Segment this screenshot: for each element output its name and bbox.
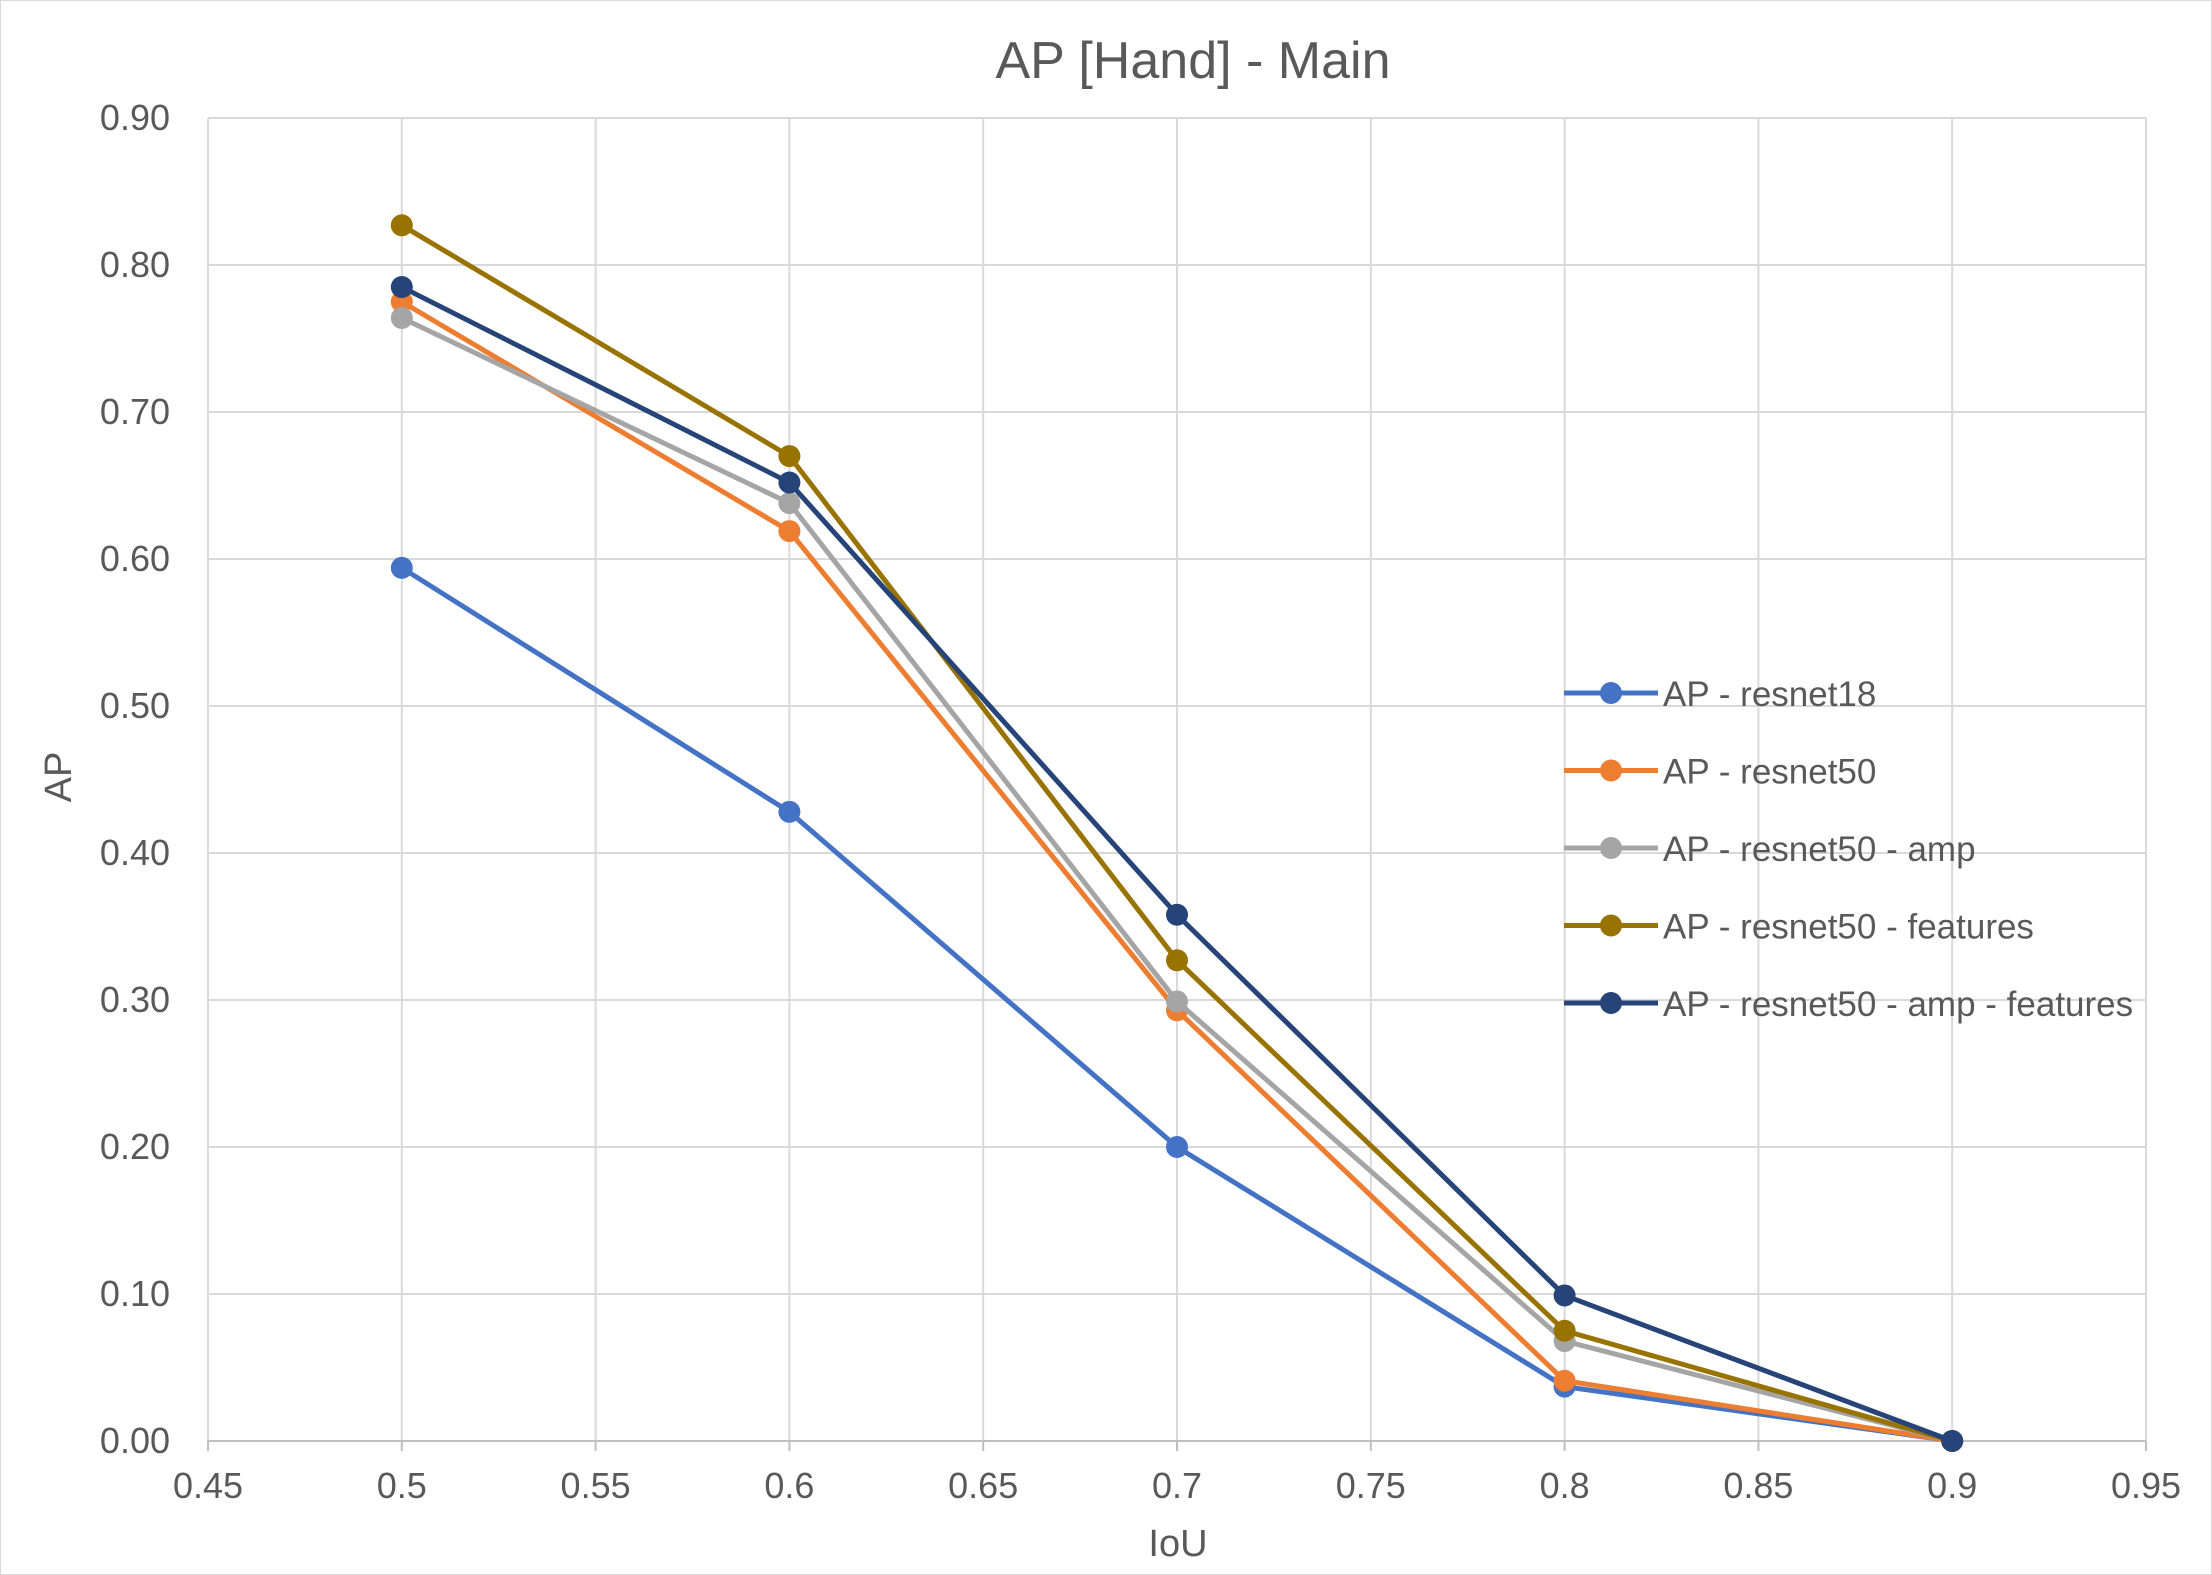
x-tick-label: 0.45: [173, 1465, 243, 1506]
chart-title: AP [Hand] - Main: [995, 32, 1390, 90]
x-tick-label: 0.75: [1336, 1465, 1406, 1506]
x-tick-label: 0.95: [2111, 1465, 2181, 1506]
legend-swatch-marker: [1600, 992, 1622, 1014]
data-point: [1553, 1369, 1576, 1392]
legend-label: AP - resnet50 - amp: [1663, 830, 1976, 869]
data-point: [390, 306, 413, 329]
legend-label: AP - resnet50 - amp - features: [1663, 985, 2133, 1024]
legend-swatch-marker: [1600, 759, 1622, 782]
data-point: [778, 800, 801, 823]
y-tick-label: 0.10: [100, 1273, 170, 1314]
y-tick-label: 0.00: [100, 1420, 170, 1461]
x-tick-label: 0.7: [1152, 1465, 1202, 1506]
x-tick-label: 0.85: [1723, 1465, 1793, 1506]
data-point: [778, 445, 801, 468]
series-lines: [390, 214, 1964, 1452]
y-tick-label: 0.50: [100, 685, 170, 726]
legend-entry: AP - resnet50 - amp: [1564, 830, 1976, 869]
y-tick-label: 0.90: [100, 97, 170, 138]
legend-label: AP - resnet50: [1663, 753, 1876, 792]
legend-swatch-marker: [1600, 837, 1622, 859]
legend-entry: AP - resnet50 - features: [1564, 908, 2034, 947]
legend-swatch-marker: [1600, 914, 1622, 937]
data-point: [778, 492, 801, 515]
series-5: [390, 276, 1964, 1452]
x-tick-label: 0.6: [764, 1465, 814, 1506]
data-point: [1166, 990, 1188, 1013]
y-tick-label: 0.20: [100, 1126, 170, 1167]
y-tick-label: 0.30: [100, 979, 170, 1020]
data-point: [1166, 1136, 1188, 1158]
x-axis-label: IoU: [1148, 1523, 1207, 1565]
x-tick-label: 0.9: [1927, 1465, 1977, 1506]
x-tick-label: 0.5: [377, 1465, 427, 1506]
legend-label: AP - resnet18: [1663, 675, 1876, 714]
legend-entry: AP - resnet50: [1564, 753, 1876, 792]
legend-label: AP - resnet50 - features: [1663, 908, 2034, 947]
data-point: [390, 556, 413, 579]
y-tick-label: 0.60: [100, 538, 170, 579]
data-point: [390, 276, 413, 299]
legend: AP - resnet18 AP - resnet50 AP - resnet50 …: [1564, 675, 2133, 1024]
y-tick-label: 0.40: [100, 832, 170, 873]
legend-entry: AP - resnet18: [1564, 675, 1876, 714]
y-tick-label: 0.70: [100, 391, 170, 432]
axes: 0.45 0.5 0.55 0.6 0.65 0.7 0.75 0.8 0.85 0.9 0.95 0…: [100, 97, 2181, 1506]
data-point: [1553, 1284, 1576, 1307]
x-tick-label: 0.8: [1540, 1465, 1590, 1506]
data-point: [1166, 949, 1188, 972]
data-point: [1941, 1430, 1964, 1452]
data-point: [778, 471, 801, 494]
legend-entry: AP - resnet50 - amp - features: [1564, 985, 2133, 1024]
data-point: [1166, 903, 1188, 926]
data-point: [1553, 1319, 1576, 1342]
data-point: [778, 520, 801, 543]
legend-swatch-marker: [1600, 682, 1622, 704]
x-tick-label: 0.65: [948, 1465, 1018, 1506]
y-axis-label: AP: [38, 752, 80, 803]
data-point: [390, 214, 413, 237]
y-tick-label: 0.80: [100, 244, 170, 285]
x-tick-label: 0.55: [561, 1465, 631, 1506]
